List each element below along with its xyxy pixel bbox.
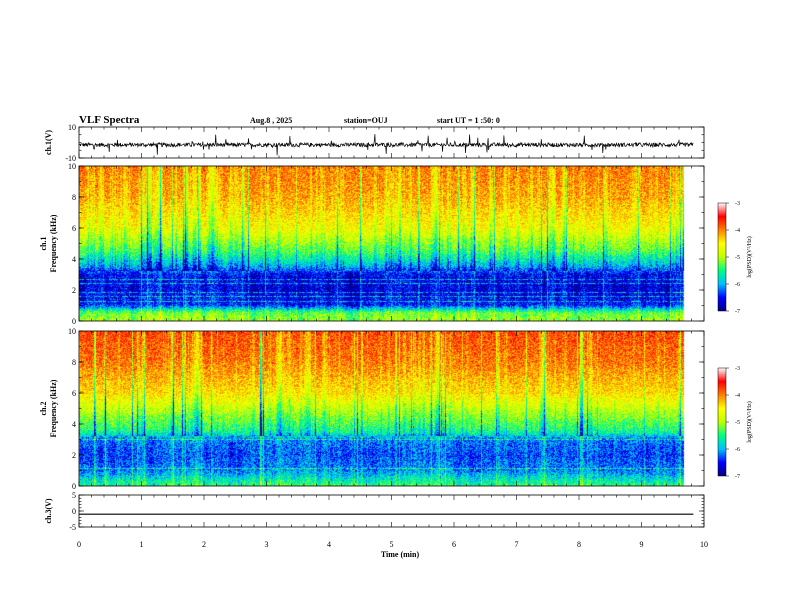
ch1-spectrogram-panel: 0 2 4 6 8 10 ch.1 Frequency (kHz) (39, 162, 705, 326)
ch2-colorbar-gradient-wrap (718, 368, 726, 476)
colorbar-label: log(PSD)(V²/Hz) (746, 236, 753, 277)
spectrogram-channel-label: ch.2 (39, 402, 48, 416)
ch1-waveform-panel: 10 -10 ch.1(V) (44, 123, 705, 163)
x-tick-label: 0 (77, 540, 81, 549)
y-tick-label: 0 (72, 507, 76, 516)
x-tick-label: 5 (390, 540, 394, 549)
ch3-waveform-panel: 5 0 -5 ch.3(V) (44, 491, 705, 532)
ch3-y-axis-label: ch.3(V) (44, 498, 53, 523)
y-tick-label: 0 (72, 482, 76, 491)
x-tick-label: 8 (577, 540, 581, 549)
colorbar-tick-label: -7 (735, 309, 740, 315)
colorbar-tick-label: -6 (735, 447, 740, 453)
ch1-colorbar: -3 -4 -5 -6 -7 log(PSD)(V²/Hz) (717, 201, 753, 315)
ch1-y-axis-label: ch.1(V) (44, 130, 53, 155)
colorbar-tick-label: -5 (735, 255, 740, 261)
y-tick-label: 4 (72, 255, 76, 264)
spectrogram-y-axis-label: Frequency (kHz) (49, 214, 58, 272)
colorbar-tick-label: -7 (735, 474, 740, 480)
y-tick-label: 6 (72, 389, 76, 398)
x-tick-label: 9 (640, 540, 644, 549)
x-tick-label: 6 (452, 540, 456, 549)
figure-title: VLF Spectra (79, 114, 140, 126)
colorbar-tick-label: -6 (735, 282, 740, 288)
y-tick-label: 2 (72, 286, 76, 295)
y-tick-label: 8 (72, 358, 76, 367)
ch1-waveform-line (78, 134, 694, 156)
x-tick-label: 1 (140, 540, 144, 549)
colorbar-tick-label: -4 (735, 393, 740, 399)
y-tick-label: -10 (65, 154, 76, 163)
ch2-spectrogram-heatmap (79, 331, 694, 486)
x-tick-label: 7 (515, 540, 519, 549)
station-label: station=OUJ (344, 116, 388, 125)
ch2-colorbar: -3 -4 -5 -6 -7 log(PSD)(V²/Hz) (717, 366, 753, 480)
ch1-colorbar-gradient (718, 203, 726, 311)
y-tick-label: 4 (72, 420, 76, 429)
x-tick-label: 2 (202, 540, 206, 549)
y-tick-label: 6 (72, 224, 76, 233)
y-tick-label: 8 (72, 193, 76, 202)
ch1-spectrogram-heatmap (79, 166, 694, 321)
colorbar-tick-label: -3 (735, 201, 740, 207)
y-tick-label: 10 (68, 327, 76, 336)
colorbar-tick-label: -5 (735, 420, 740, 426)
x-tick-label: 10 (700, 540, 708, 549)
y-tick-label: 5 (72, 491, 76, 500)
colorbar-label: log(PSD)(V²/Hz) (746, 401, 753, 442)
ch2-colorbar-gradient (718, 368, 726, 476)
y-tick-label: 10 (68, 123, 76, 132)
ch1-colorbar-gradient-wrap (718, 203, 726, 311)
spectrogram-y-axis-label: Frequency (kHz) (49, 379, 58, 437)
y-tick-label: 2 (72, 451, 76, 460)
start-time-label: start UT = 1 :50: 0 (437, 116, 500, 125)
x-axis-ticks: 0 1 2 3 4 5 6 7 8 9 10 (77, 540, 708, 549)
x-tick-label: 3 (265, 540, 269, 549)
spectrogram-channel-label: ch.1 (39, 237, 48, 251)
colorbar-tick-label: -3 (735, 366, 740, 372)
ch2-spectrogram-panel: 0 2 4 6 8 10 ch.2 Frequency (kHz) (39, 327, 705, 491)
ch1-spectrogram-image-wrap (79, 166, 694, 321)
y-tick-label: 0 (72, 317, 76, 326)
x-tick-label: 4 (327, 540, 331, 549)
date-label: Aug.8 , 2025 (250, 116, 292, 125)
y-tick-label: -5 (69, 523, 76, 532)
colorbar-tick-label: -4 (735, 228, 740, 234)
ch2-spectrogram-image-wrap (79, 331, 694, 486)
y-tick-label: 10 (68, 162, 76, 171)
x-axis-label: Time (min) (381, 550, 420, 559)
